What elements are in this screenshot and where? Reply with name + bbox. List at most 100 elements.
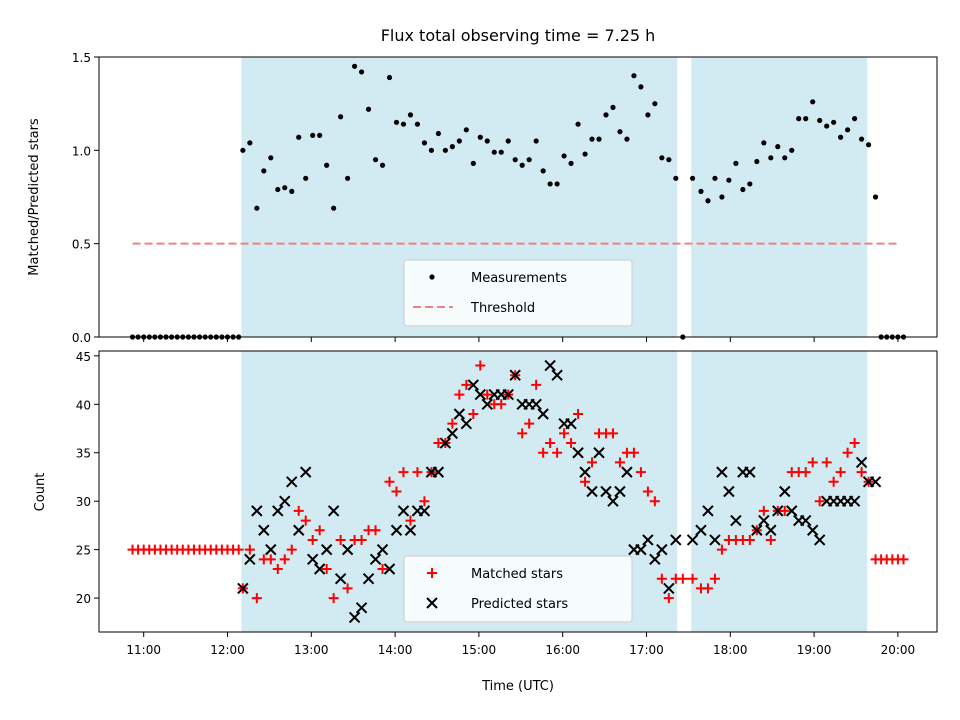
predicted-star-point: [600, 485, 612, 498]
legend-predicted-marker: [426, 597, 438, 609]
observing-window: [691, 351, 868, 632]
predicted-star-point: [772, 505, 784, 517]
observing-window: [691, 57, 868, 337]
measurement-point: [365, 106, 372, 112]
measurement-point: [442, 147, 448, 153]
predicted-star-point: [279, 495, 291, 507]
x-axis-label: Time (UTC): [481, 679, 554, 694]
predicted-star-point: [869, 476, 882, 488]
measurement-point: [575, 121, 581, 127]
predicted-star-point: [537, 408, 549, 420]
legend-threshold-label: Threshold: [470, 301, 535, 316]
measurement-point: [317, 132, 323, 138]
measurement-point: [561, 153, 567, 159]
measurement-point: [610, 104, 616, 110]
matched-star-point: [468, 408, 479, 419]
matched-star-point: [328, 593, 339, 604]
matched-star-point: [607, 428, 618, 439]
measurement-point: [817, 117, 823, 124]
bottom-y-axis-label: Count: [33, 473, 48, 512]
measurement-point: [254, 205, 260, 211]
matched-star-point: [559, 428, 570, 439]
x-tick-label: 20:00: [881, 643, 916, 657]
predicted-star-point: [341, 543, 354, 556]
predicted-star-point: [723, 485, 735, 498]
measurement-point: [768, 155, 774, 161]
predicted-star-point: [453, 408, 466, 420]
matched-star-point: [856, 467, 867, 478]
axes-frame: [98, 56, 938, 338]
measurement-point: [726, 177, 732, 183]
y-tick-label: 0.0: [72, 331, 91, 345]
measurement-point: [498, 149, 504, 155]
measurement-point: [845, 127, 851, 133]
measurement-point: [666, 157, 672, 163]
predicted-star-point: [390, 524, 403, 536]
measurement-point: [761, 140, 767, 146]
matched-star-point: [384, 476, 395, 487]
x-tick-label: 15:00: [462, 643, 497, 657]
measurement-point: [673, 175, 679, 181]
predicted-star-point: [758, 514, 770, 527]
matched-star-point: [405, 515, 416, 526]
measurement-point: [519, 162, 525, 168]
measurement-point: [617, 129, 623, 135]
measurement-point: [247, 140, 253, 146]
top-legend: [403, 259, 633, 327]
measurement-point: [638, 84, 644, 90]
measurement-point: [775, 144, 781, 150]
bottom-legend: [403, 555, 633, 623]
predicted-star-point: [404, 524, 417, 536]
matched-star-point: [821, 457, 832, 468]
matched-star-point: [828, 476, 839, 487]
predicted-star-point: [716, 466, 728, 478]
measurement-point: [568, 160, 574, 166]
predicted-star-point: [474, 388, 486, 401]
predicted-star-point: [551, 369, 563, 381]
predicted-star-point: [786, 505, 798, 517]
predicted-star-point: [565, 417, 577, 430]
predicted-star-point: [439, 437, 452, 449]
legend-measurement-marker: [429, 274, 435, 280]
measurement-point: [345, 175, 351, 181]
measurement-point: [526, 157, 532, 163]
matched-star-point: [765, 534, 776, 545]
y-tick-label: 0.5: [72, 238, 91, 252]
measurement-point: [512, 157, 518, 163]
matched-star-point: [412, 467, 423, 478]
matched-star-point: [496, 399, 507, 410]
predicted-star-point: [334, 572, 347, 585]
measurement-point: [631, 73, 637, 79]
predicted-star-point: [362, 572, 375, 585]
plot-data: [127, 63, 909, 624]
predicted-star-point: [418, 505, 431, 517]
matched-star-point: [233, 544, 244, 555]
predicted-star-point: [621, 466, 633, 478]
measurement-point: [505, 138, 511, 144]
matched-star-point: [649, 496, 660, 507]
measurement-point: [659, 155, 665, 161]
measurement-point: [865, 142, 872, 148]
matched-star-point: [307, 534, 318, 545]
matched-star-point: [687, 573, 698, 584]
measurement-point: [540, 168, 546, 174]
matched-star-point: [272, 564, 283, 575]
measurement-point: [491, 149, 497, 155]
measurement-point: [533, 138, 539, 144]
predicted-star-point: [848, 495, 861, 507]
predicted-star-point: [586, 485, 598, 498]
predicted-star-point: [544, 359, 556, 372]
predicted-star-point: [502, 388, 514, 401]
matched-star-point: [552, 447, 563, 458]
measurement-point: [282, 185, 288, 191]
predicted-star-point: [432, 466, 445, 478]
matched-star-point: [391, 486, 402, 497]
matched-star-point: [635, 467, 646, 478]
matched-star-point: [642, 486, 653, 497]
matched-star-point: [573, 408, 584, 419]
predicted-star-point: [855, 456, 868, 469]
measurement-point: [589, 136, 595, 142]
matched-star-point: [835, 467, 846, 478]
measurement-point: [554, 181, 560, 187]
